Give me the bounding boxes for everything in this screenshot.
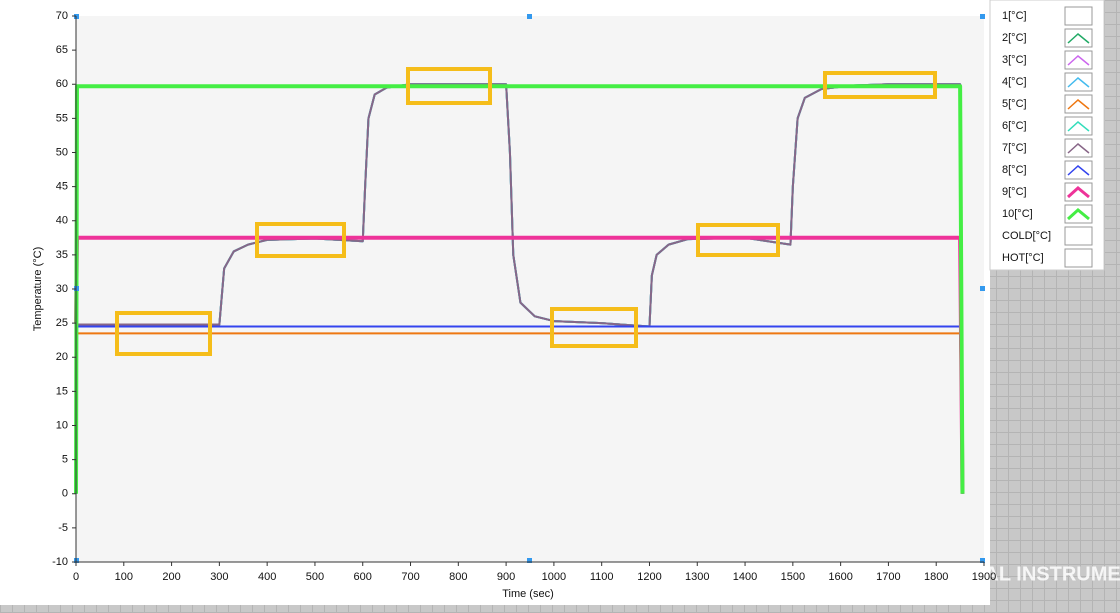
legend-swatch [1066, 208, 1090, 221]
legend-label: 6[°C] [1002, 120, 1027, 132]
y-tick-label: 55 [56, 112, 68, 124]
legend-swatch [1066, 230, 1090, 243]
x-tick-label: 1900 [972, 571, 996, 583]
handle [980, 286, 985, 291]
legend-swatch-box [1064, 6, 1093, 26]
legend-swatch-box [1064, 50, 1093, 70]
watermark: NATIONAL INSTRUMENTS [909, 563, 1120, 585]
series-line [75, 332, 964, 494]
x-tick-label: 900 [497, 571, 515, 583]
y-tick-label: 30 [56, 283, 68, 295]
x-tick-label: 1000 [542, 571, 566, 583]
y-tick-label: 25 [56, 317, 68, 329]
legend-swatch-box [1064, 116, 1093, 136]
legend-swatch-box [1064, 226, 1093, 246]
legend-swatch [1067, 55, 1090, 66]
y-tick-label: -5 [58, 522, 68, 534]
y-tick-label: 10 [56, 419, 68, 431]
legend-swatch-box [1064, 182, 1093, 202]
legend-label: 1[°C] [1002, 10, 1027, 22]
handle [980, 14, 985, 19]
y-tick-label: 60 [56, 78, 68, 90]
x-tick-label: 700 [401, 571, 419, 583]
x-tick-label: 1100 [590, 571, 614, 583]
highlight-box [255, 222, 346, 258]
legend-label: 7[°C] [1002, 142, 1027, 154]
y-tick-label: 45 [56, 181, 68, 193]
legend-label: 9[°C] [1002, 186, 1027, 198]
series-line [75, 83, 964, 494]
legend-swatch-box [1064, 204, 1093, 224]
legend-swatch-box [1064, 28, 1093, 48]
handle [527, 558, 532, 563]
legend-swatch [1067, 77, 1090, 88]
legend-swatch [1066, 252, 1090, 265]
legend-swatch-box [1064, 72, 1093, 92]
x-axis-label: Time (sec) [502, 588, 554, 600]
legend-swatch [1066, 186, 1090, 199]
highlight-box [823, 71, 937, 99]
legend-swatch-box [1064, 94, 1093, 114]
series-line [74, 84, 965, 494]
legend-label: HOT[°C] [1002, 252, 1044, 264]
x-tick-label: 600 [354, 571, 372, 583]
legend-label: 8[°C] [1002, 164, 1027, 176]
x-tick-label: 100 [115, 571, 133, 583]
legend-label: 3[°C] [1002, 54, 1027, 66]
x-tick-label: 1700 [876, 571, 900, 583]
series-line [75, 325, 964, 494]
x-tick-label: 1200 [637, 571, 661, 583]
legend-swatch [1067, 33, 1090, 44]
legend-swatch [1067, 165, 1090, 176]
y-tick-label: 50 [56, 146, 68, 158]
series-line [74, 235, 965, 494]
y-tick-label: 20 [56, 351, 68, 363]
x-tick-label: 800 [449, 571, 467, 583]
highlight-box [550, 307, 638, 348]
y-axis-label: Temperature (°C) [32, 247, 44, 331]
highlight-box [406, 67, 492, 105]
y-tick-label: 40 [56, 215, 68, 227]
x-tick-label: 400 [258, 571, 276, 583]
x-tick-label: 1400 [733, 571, 757, 583]
highlight-box [696, 223, 780, 257]
x-tick-label: 1300 [685, 571, 709, 583]
plot-area [76, 16, 984, 562]
x-tick-label: 500 [306, 571, 324, 583]
legend-label: COLD[°C] [1002, 230, 1051, 242]
y-tick-label: 15 [56, 385, 68, 397]
legend-swatch [1067, 11, 1090, 22]
marks [74, 83, 965, 494]
y-tick-label: 5 [62, 454, 68, 466]
legend-swatch [1067, 143, 1090, 154]
highlight-box [115, 311, 212, 356]
legend-label: 10[°C] [1002, 208, 1033, 220]
y-tick-label: 65 [56, 44, 68, 56]
handle [527, 14, 532, 19]
y-tick-label: 0 [62, 488, 68, 500]
legend-label: 5[°C] [1002, 98, 1027, 110]
legend-swatch-box [1064, 160, 1093, 180]
x-tick-label: 1600 [828, 571, 852, 583]
x-tick-label: 0 [73, 571, 79, 583]
legend-swatch [1067, 99, 1090, 110]
legend-label: 4[°C] [1002, 76, 1027, 88]
legend-swatch-box [1064, 138, 1093, 158]
y-tick-label: 35 [56, 249, 68, 261]
annotation-boxes [115, 67, 937, 356]
x-tick-label: 1800 [924, 571, 948, 583]
legend-swatch-box [1064, 248, 1093, 268]
x-tick-label: 1500 [781, 571, 805, 583]
y-tick-label: -10 [52, 556, 68, 568]
x-tick-label: 300 [210, 571, 228, 583]
legend-label: 2[°C] [1002, 32, 1027, 44]
x-tick-label: 200 [162, 571, 180, 583]
y-tick-label: 70 [56, 10, 68, 22]
legend-swatch [1067, 121, 1090, 132]
handle [980, 558, 985, 563]
